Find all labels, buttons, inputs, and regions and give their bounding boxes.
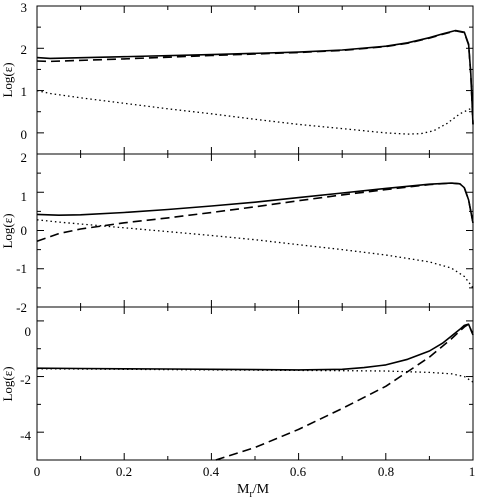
middle-ylabel: Log(ε): [0, 213, 15, 248]
top-dashed-curve: [36, 30, 474, 125]
top-ytick-label: 3: [21, 0, 28, 15]
bottom-ytick-label: 0: [25, 324, 32, 339]
bottom-solid-curve: [36, 323, 474, 371]
middle-ytick-label: -1: [16, 261, 27, 276]
top-solid-curve: [36, 29, 474, 125]
data-curves: [36, 29, 474, 461]
middle-dashed-curve: [36, 182, 474, 242]
top-panel-frame: [36, 5, 474, 155]
xtick-label: 0: [34, 464, 41, 479]
middle-dotted-curve: [36, 219, 474, 289]
top-ytick-label: 1: [21, 84, 28, 99]
middle-ytick-label: 2: [21, 150, 28, 165]
bottom-ytick-label: -4: [20, 428, 31, 443]
xtick-label: 0.2: [116, 464, 132, 479]
xtick-label: 0.6: [290, 464, 307, 479]
bottom-dotted-curve: [36, 368, 474, 383]
middle-panel-frame: [36, 153, 474, 308]
bottom-ytick-label: -2: [20, 372, 31, 387]
xtick-label: 1: [469, 464, 476, 479]
top-dotted-curve: [36, 89, 474, 135]
x-axis-label-tail: /M: [253, 482, 270, 497]
top-ylabel: Log(ε): [0, 62, 15, 97]
top-ytick-label: 2: [21, 42, 28, 57]
x-axis-label-main: M: [237, 482, 250, 497]
middle-solid-curve: [36, 182, 474, 223]
xtick-label: 0.8: [378, 464, 394, 479]
x-axis-label-subscript: r: [249, 489, 253, 500]
middle-ytick-label: -2: [16, 300, 27, 315]
top-ytick-label: 0: [21, 127, 28, 142]
middle-ytick-label: 1: [21, 189, 28, 204]
bottom-panel-frame: [36, 306, 474, 461]
axis-ticks: [36, 5, 474, 461]
xtick-label: 0.4: [203, 464, 220, 479]
middle-ytick-label: 0: [21, 223, 28, 238]
x-axis-label: Mr/M: [237, 482, 270, 500]
bottom-ylabel: Log(ε): [0, 366, 15, 401]
bottom-dashed-curve: [215, 323, 474, 461]
